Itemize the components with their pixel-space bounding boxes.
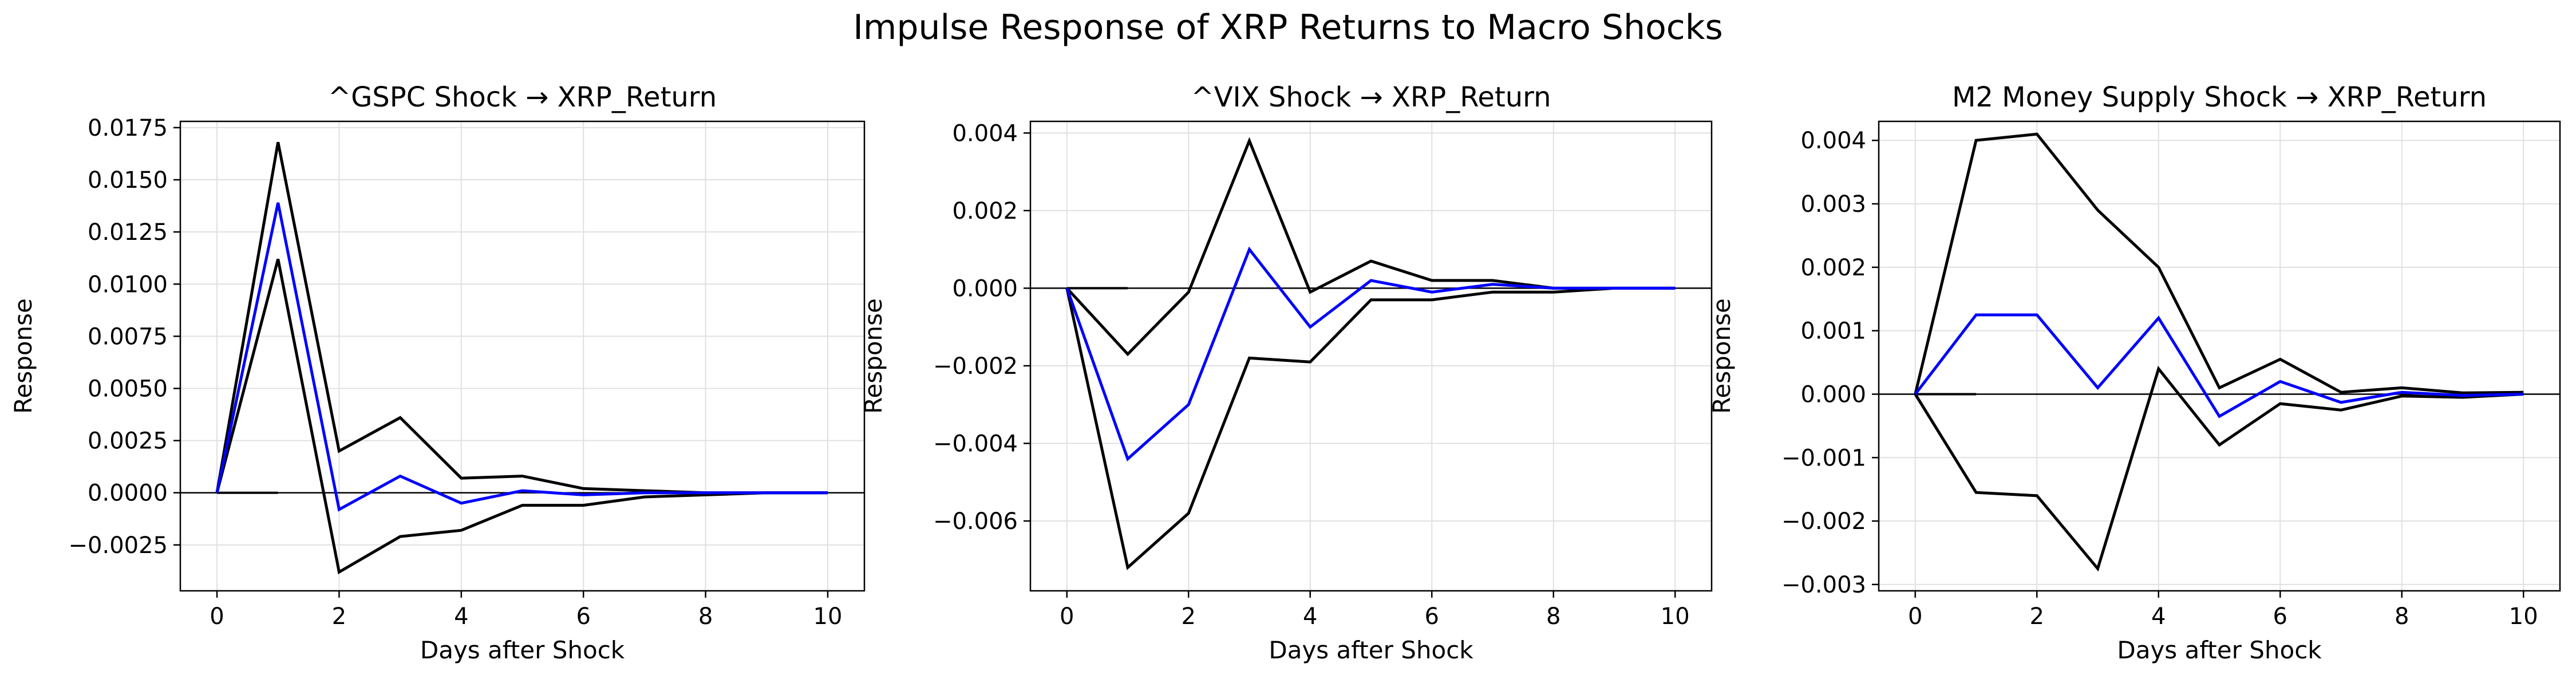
series-line-response: [1914, 313, 2524, 418]
y-tick-label: 0.0100: [88, 271, 168, 298]
x-tick-label: 6: [1425, 603, 1439, 630]
x-tick-label: 6: [576, 603, 590, 630]
series-line-upper: [1065, 137, 1676, 357]
x-tick-label: 10: [2509, 603, 2538, 630]
y-tick-label: −0.004: [933, 431, 1018, 457]
x-axis-label: Days after Shock: [420, 636, 625, 664]
series-line-lower: [215, 258, 828, 575]
x-tick-label: 8: [2395, 603, 2409, 630]
x-axis-label: Days after Shock: [1269, 636, 1473, 664]
x-tick-label: 8: [698, 603, 713, 630]
x-tick-label: 4: [2151, 603, 2166, 630]
x-tick-label: 2: [2030, 603, 2044, 630]
series-line-response: [215, 202, 828, 512]
x-tick-label: 10: [1661, 603, 1690, 630]
y-tick-label: 0.000: [952, 275, 1018, 302]
chart-panel-3: 0 2 4 6 8 10 −0.003 −0.002 −0.001 0.000 0.001 0.002…: [1708, 81, 2561, 664]
chart-title: M2 Money Supply Shock → XRP_Return: [1952, 81, 2487, 113]
y-tick-label: 0.004: [1800, 128, 1866, 154]
x-tick-label: 8: [1546, 603, 1560, 630]
y-tick-label: 0.0000: [88, 480, 168, 507]
x-tick-label: 0: [1060, 603, 1074, 630]
y-tick-label: 0.0125: [88, 219, 168, 246]
y-tick-label: 0.0175: [88, 115, 168, 141]
y-tick-label: −0.003: [1781, 572, 1866, 598]
axes-frame: [1029, 120, 1713, 592]
x-tick-label: 4: [1303, 603, 1317, 630]
y-axis-label: Response: [9, 298, 37, 414]
chart-panel-2: 0 2 4 6 8 10 −0.006 −0.004 −0.002 0.000 0.002 0.004…: [859, 81, 1713, 664]
series-line-response: [1065, 246, 1676, 461]
y-tick-label: 0.0150: [88, 167, 168, 194]
chart-panel-1: 0 2 4 6 8 10 −0.0025 0.0000 0.0025 0.0050 0.0075 0.…: [9, 81, 866, 664]
y-tick-label: −0.002: [933, 353, 1018, 380]
x-tick-label: 2: [332, 603, 346, 630]
series-line-lower: [1914, 365, 2524, 572]
x-tick-label: 0: [210, 603, 224, 630]
y-axis-label: Response: [1708, 298, 1736, 414]
y-tick-label: 0.004: [952, 120, 1018, 147]
y-tick-label: −0.006: [933, 508, 1018, 535]
y-tick-label: 0.0025: [88, 428, 168, 455]
figure-title: Impulse Response of XRP Returns to Macro…: [853, 7, 1723, 48]
y-tick-label: 0.003: [1800, 191, 1866, 218]
chart-panels: 0 2 4 6 8 10−0.00250.00000.00250.00500.00750.…: [9, 81, 2561, 664]
y-tick-label: −0.002: [1781, 508, 1866, 535]
y-tick-label: 0.0075: [88, 323, 168, 350]
y-tick-label: 0.000: [1800, 381, 1866, 408]
x-tick-label: 10: [813, 603, 843, 630]
chart-title: ^GSPC Shock → XRP_Return: [328, 81, 717, 113]
y-tick-label: 0.001: [1800, 318, 1866, 345]
axes-frame: [179, 120, 866, 592]
y-tick-label: 0.002: [1800, 255, 1866, 281]
axes-frame: [1878, 120, 2561, 592]
y-tick-label: −0.0025: [69, 532, 168, 559]
series-line-lower: [1065, 286, 1676, 571]
y-tick-label: 0.002: [952, 198, 1018, 224]
y-axis-label: Response: [859, 298, 887, 414]
chart-title: ^VIX Shock → XRP_Return: [1191, 81, 1551, 113]
x-tick-label: 0: [1908, 603, 1922, 630]
series-line-upper: [1914, 132, 2524, 395]
y-tick-label: −0.001: [1781, 445, 1866, 471]
y-tick-label: 0.0050: [88, 376, 168, 402]
x-axis-label: Days after Shock: [2117, 636, 2322, 664]
x-tick-label: 6: [2273, 603, 2287, 630]
x-tick-label: 4: [454, 603, 468, 630]
x-tick-label: 2: [1182, 603, 1196, 630]
